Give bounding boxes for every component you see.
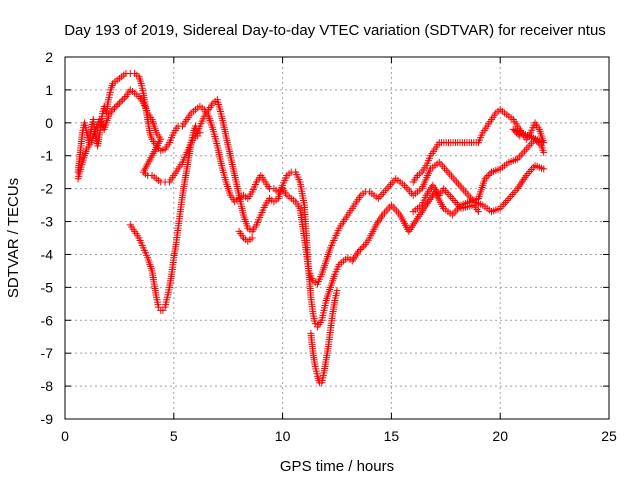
y-tick-label: -8: [41, 378, 54, 394]
data-point-marker: [117, 97, 125, 105]
data-point-marker: [355, 247, 363, 255]
y-tick-label: -6: [41, 312, 54, 328]
data-point-marker: [114, 101, 122, 109]
y-tick-label: 1: [45, 82, 53, 98]
y-tick-label: -1: [41, 148, 54, 164]
data-point-marker: [483, 173, 491, 181]
x-tick-label: 5: [170, 428, 178, 444]
data-point-marker: [109, 106, 117, 114]
data-point-marker: [356, 246, 364, 254]
data-point-marker: [111, 104, 119, 112]
y-tick-label: -4: [41, 246, 54, 262]
data-point-marker: [513, 129, 521, 137]
data-point-marker: [358, 244, 366, 252]
plot-frame: [64, 56, 610, 420]
data-point-marker: [514, 130, 522, 138]
y-tick-label: -3: [41, 214, 54, 230]
x-tick-label: 25: [601, 428, 617, 444]
data-point-marker: [248, 234, 256, 242]
data-point-marker: [540, 148, 548, 156]
data-point-marker: [120, 94, 128, 102]
data-markers: [74, 69, 548, 387]
data-point-marker: [360, 242, 368, 250]
data-point-marker: [486, 170, 494, 178]
data-point-marker: [115, 99, 123, 107]
y-tick-label: 0: [45, 115, 53, 131]
y-tick-label: -5: [41, 279, 54, 295]
x-axis-label: GPS time / hours: [280, 458, 394, 475]
chart-title: Day 193 of 2019, Sidereal Day-to-day VTE…: [64, 22, 606, 39]
x-tick-label: 10: [275, 428, 291, 444]
data-point-marker: [540, 165, 548, 173]
y-tick-label: -7: [41, 345, 54, 361]
data-point-marker: [112, 102, 120, 110]
data-point-marker: [409, 208, 417, 216]
data-point-marker: [333, 287, 341, 295]
x-tick-label: 15: [384, 428, 400, 444]
data-point-marker: [511, 127, 519, 135]
data-point-marker: [516, 132, 524, 140]
data-point-marker: [509, 125, 517, 133]
y-tick-label: -9: [41, 411, 54, 427]
y-axis-label: SDTVAR / TECUs: [5, 178, 22, 298]
data-point-marker: [481, 175, 489, 183]
x-tick-label: 0: [61, 428, 69, 444]
data-point-marker: [119, 96, 127, 104]
data-point-marker: [196, 129, 204, 137]
y-tick-label: -2: [41, 181, 54, 197]
data-point-marker: [484, 171, 492, 179]
y-tick-label: 2: [45, 49, 53, 65]
x-tick-label: 20: [492, 428, 508, 444]
